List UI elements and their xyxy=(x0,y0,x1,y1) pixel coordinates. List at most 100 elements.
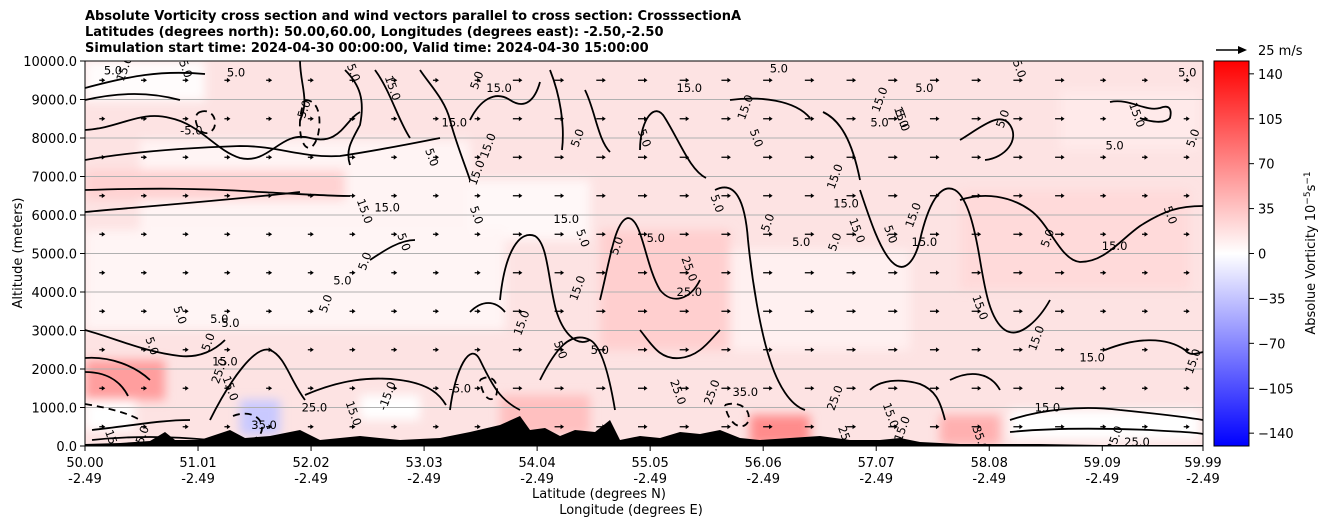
wind-vector xyxy=(971,116,982,122)
contour-label: 15.0 xyxy=(553,212,579,226)
wind-vector xyxy=(846,385,857,391)
wind-vector xyxy=(307,347,314,353)
wind-vector xyxy=(391,385,398,391)
wind-vector xyxy=(140,424,147,430)
contour-label: 15.0 xyxy=(212,354,238,368)
wind-vector xyxy=(638,193,648,199)
x-tick-label-lon: -2.49 xyxy=(633,472,667,487)
wind-vector xyxy=(679,77,690,83)
wind-vector xyxy=(929,347,940,353)
wind-vector xyxy=(721,270,731,276)
wind-vector xyxy=(679,270,690,276)
wind-vector xyxy=(432,424,439,430)
wind-vector xyxy=(266,385,273,391)
wind-vector xyxy=(888,385,898,391)
contour-label: 5.0 xyxy=(607,235,626,257)
wind-vector xyxy=(182,77,189,83)
wind-vector xyxy=(349,193,356,199)
chart-title-line-3: Simulation start time: 2024-04-30 00:00:… xyxy=(85,41,649,56)
wind-vector xyxy=(391,116,398,122)
wind-vector xyxy=(1100,270,1107,276)
wind-vector xyxy=(1055,231,1065,237)
contour-label: 5.0 xyxy=(1010,58,1029,80)
wind-vector xyxy=(804,270,815,276)
contour-label: 5.0 xyxy=(770,62,788,76)
wind-vector xyxy=(804,231,815,237)
wind-vector xyxy=(432,347,439,353)
wind-vector xyxy=(596,308,606,314)
wind-vector xyxy=(596,193,606,199)
contour-label: 15.0 xyxy=(374,200,400,214)
wind-vector xyxy=(554,385,565,391)
wind-vector xyxy=(391,308,398,314)
wind-vector xyxy=(307,308,314,314)
y-tick-label: 0.0 xyxy=(56,440,77,455)
wind-vector xyxy=(929,116,940,122)
quiver-key: 25 m/s xyxy=(1216,44,1303,59)
wind-vector xyxy=(638,308,648,314)
wind-vector xyxy=(349,385,356,391)
wind-vector xyxy=(1100,385,1107,391)
wind-vector xyxy=(307,385,314,391)
wind-vector xyxy=(307,424,314,430)
wind-vector xyxy=(596,116,606,122)
wind-vector xyxy=(432,77,439,83)
wind-vector xyxy=(224,193,231,199)
wind-vector xyxy=(846,308,857,314)
wind-vector xyxy=(554,424,565,430)
wind-vector xyxy=(474,424,481,430)
wind-vector xyxy=(721,424,731,430)
wind-vector xyxy=(512,77,523,83)
wind-vector xyxy=(474,154,481,160)
wind-vector xyxy=(638,231,648,237)
wind-vector xyxy=(512,193,523,199)
contour-label: 5.0 xyxy=(635,127,654,149)
x-tick-label-lon: -2.49 xyxy=(1186,472,1220,487)
contour-label: 5.0 xyxy=(467,204,486,226)
wind-vector xyxy=(307,116,314,122)
wind-vector xyxy=(971,424,982,430)
wind-vector xyxy=(596,385,606,391)
wind-vector xyxy=(1013,116,1023,122)
wind-vector xyxy=(182,424,189,430)
wind-vector xyxy=(349,231,356,237)
wind-vector xyxy=(1183,193,1190,199)
x-tick-label-lat: 57.07 xyxy=(858,456,895,471)
x-tick-label-lon: -2.49 xyxy=(972,472,1006,487)
wind-vector xyxy=(474,347,481,353)
wind-vector xyxy=(224,270,231,276)
wind-vector xyxy=(307,154,314,160)
contour-label: 5.0 xyxy=(747,127,766,149)
wind-vector xyxy=(140,77,147,83)
contour-label: 5.0 xyxy=(422,146,441,168)
wind-vector xyxy=(679,308,690,314)
wind-vector xyxy=(1055,193,1065,199)
wind-vector xyxy=(638,116,648,122)
wind-vector xyxy=(638,77,648,83)
wind-vector xyxy=(512,231,523,237)
wind-vector xyxy=(804,308,815,314)
wind-vector xyxy=(888,270,898,276)
wind-vector xyxy=(888,193,898,199)
chart-title-line-1: Absolute Vorticity cross section and win… xyxy=(85,9,742,24)
colorbar-tick-label: −70 xyxy=(1258,337,1285,352)
wind-vector xyxy=(554,77,565,83)
wind-vector xyxy=(888,424,898,430)
wind-vector xyxy=(763,154,773,160)
wind-vector xyxy=(182,385,189,391)
wind-vector xyxy=(888,154,898,160)
wind-vector xyxy=(846,270,857,276)
contour-label: 5.0 xyxy=(870,116,888,130)
wind-vector xyxy=(804,77,815,83)
wind-vector xyxy=(846,424,857,430)
wind-vector xyxy=(971,385,982,391)
x-tick-label-lat: 53.03 xyxy=(405,456,442,471)
contour-label: 5.0 xyxy=(344,62,363,84)
wind-vector xyxy=(554,347,565,353)
wind-vector xyxy=(596,347,606,353)
wind-vector xyxy=(1013,347,1023,353)
x-tick-label-lat: 58.08 xyxy=(971,456,1008,471)
wind-vector xyxy=(349,347,356,353)
wind-vector xyxy=(307,270,314,276)
